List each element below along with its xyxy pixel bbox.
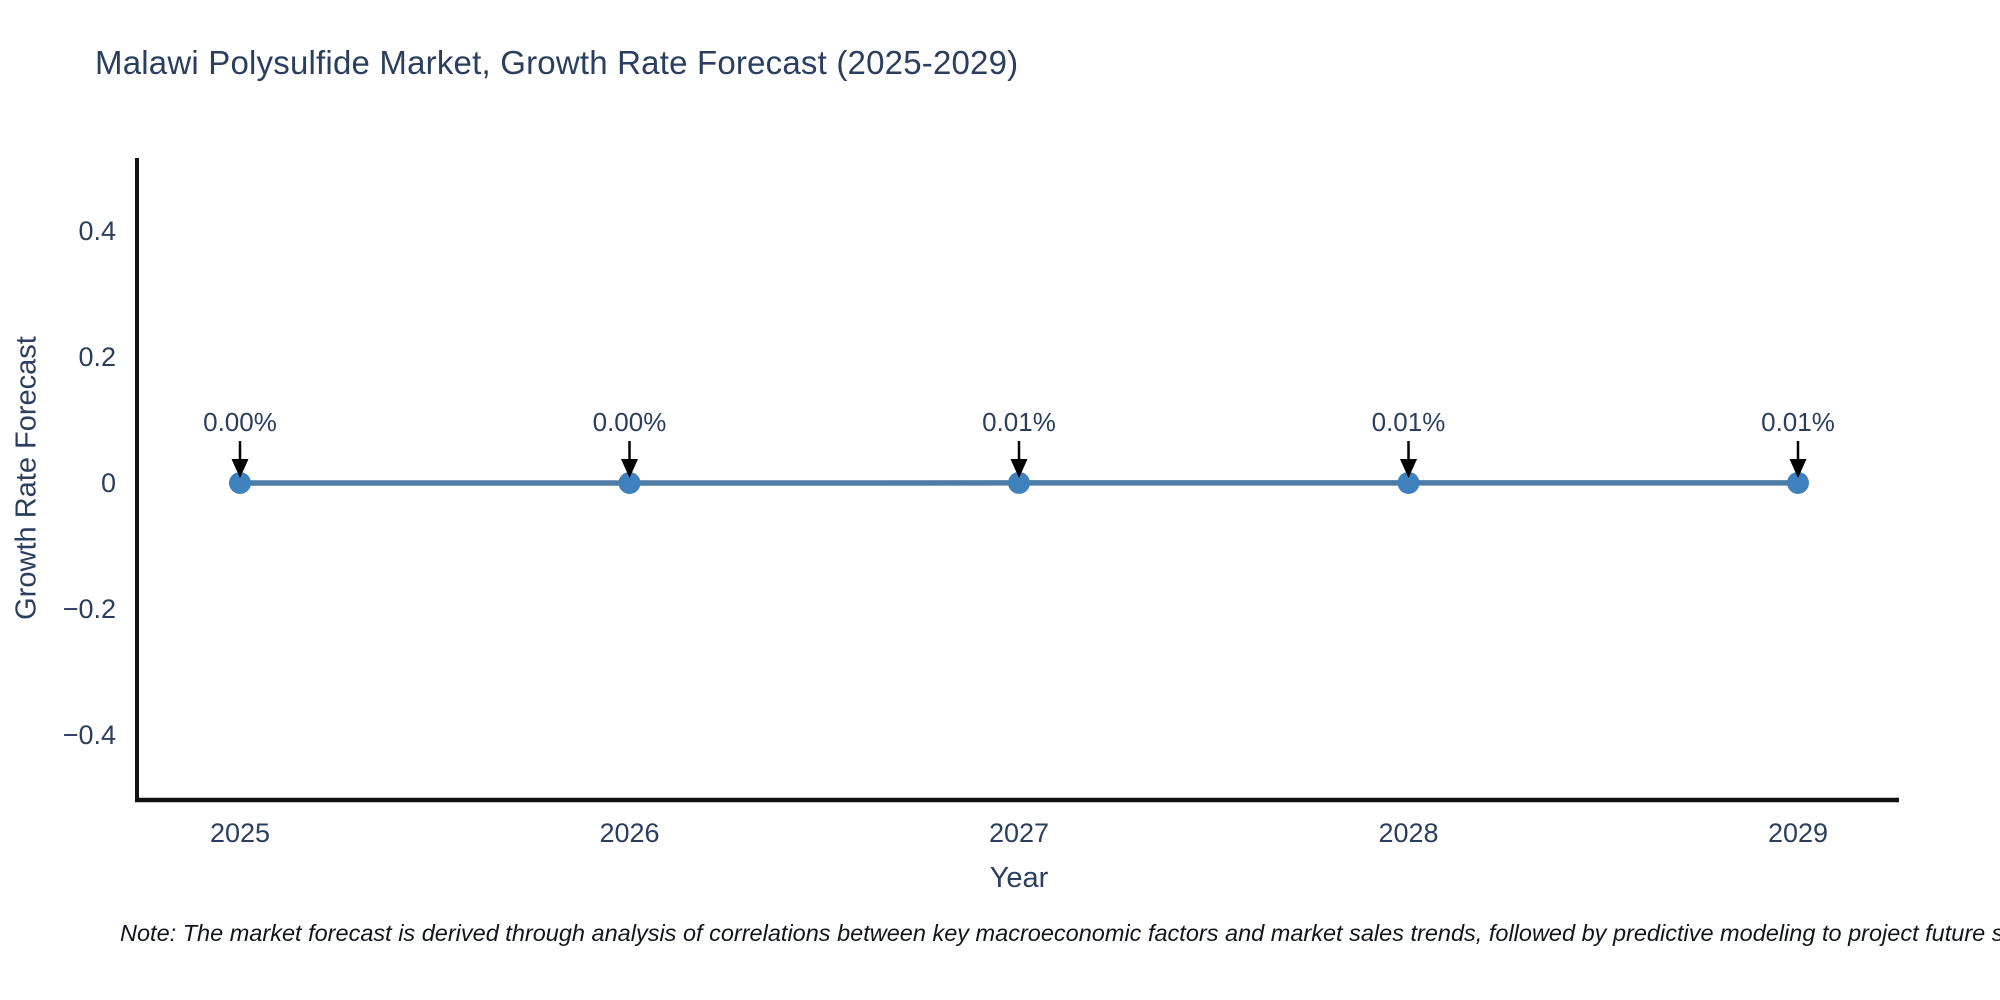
y-tick-label: 0.4: [78, 216, 116, 246]
annotation-arrowhead: [1789, 459, 1807, 478]
point-value-label: 0.01%: [1761, 407, 1835, 437]
x-axis-title: Year: [990, 862, 1049, 894]
x-tick-label: 2025: [210, 818, 270, 848]
point-value-label: 0.01%: [982, 407, 1056, 437]
y-tick-label: 0.2: [78, 342, 116, 372]
annotation-arrowhead: [621, 459, 638, 478]
annotation-arrowhead: [1400, 459, 1417, 478]
annotation-arrowhead: [1010, 459, 1028, 478]
data-point-marker: [1008, 471, 1030, 494]
y-tick-label: −0.4: [63, 720, 116, 750]
point-value-label: 0.00%: [593, 407, 667, 437]
x-tick-label: 2027: [989, 818, 1049, 848]
x-tick-label: 2029: [1768, 818, 1828, 848]
y-tick-label: −0.2: [63, 594, 116, 624]
data-point-marker: [1397, 471, 1420, 494]
x-tick-label: 2028: [1378, 818, 1438, 848]
y-axis-title: Growth Rate Forecast: [10, 336, 43, 620]
point-value-label: 0.01%: [1372, 407, 1446, 437]
annotation-arrowhead: [231, 459, 249, 478]
point-value-label: 0.00%: [203, 407, 277, 437]
footnote: Note: The market forecast is derived thr…: [120, 920, 2000, 946]
chart-title: Malawi Polysulfide Market, Growth Rate F…: [95, 44, 1019, 81]
data-point-marker: [229, 472, 251, 494]
x-tick-label: 2026: [599, 818, 659, 848]
y-tick-label: 0: [101, 468, 116, 498]
data-point-marker: [1787, 471, 1809, 494]
data-point-marker: [618, 472, 641, 494]
